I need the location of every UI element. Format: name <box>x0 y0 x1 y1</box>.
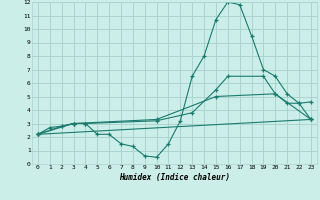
X-axis label: Humidex (Indice chaleur): Humidex (Indice chaleur) <box>119 173 230 182</box>
